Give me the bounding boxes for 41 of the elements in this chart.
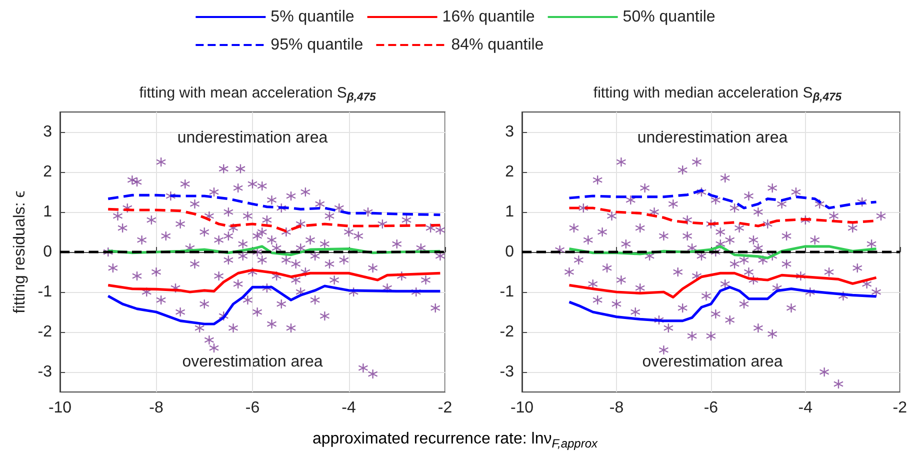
y-tick-label: -1	[38, 284, 52, 300]
y-tick-label: 3	[505, 124, 514, 140]
line-series	[568, 189, 878, 210]
y-tick-label: -2	[500, 324, 514, 340]
line-series	[106, 208, 442, 232]
annotation: overestimation area	[182, 354, 323, 370]
line-series	[106, 284, 442, 326]
x-tick-label: -6	[704, 400, 718, 416]
line-series	[106, 194, 442, 216]
legend-label: 95% quantile	[270, 36, 364, 54]
y-tick-label: 1	[505, 204, 514, 220]
y-tick-label: -3	[500, 364, 514, 380]
legend-label: 16% quantile	[442, 8, 535, 26]
x-tick-label: -10	[48, 400, 72, 416]
y-tick-label: 2	[505, 164, 514, 180]
x-tick-label: -6	[245, 400, 260, 416]
legend-label: 84% quantile	[451, 36, 544, 54]
line-series	[568, 272, 878, 298]
annotation: overestimation area	[642, 354, 783, 370]
y-tick-label: 3	[43, 124, 52, 140]
y-tick-label: 0	[505, 244, 514, 260]
x-tick-label: -10	[510, 400, 534, 416]
annotation: underestimation area	[637, 130, 788, 146]
x-tick-label: -2	[438, 400, 452, 416]
y-tick-label: -2	[38, 324, 52, 340]
line-series	[568, 286, 878, 322]
y-axis-title: fitting residuals: ϵ	[12, 190, 28, 314]
y-tick-label: -1	[500, 284, 514, 300]
x-tick-label: -2	[892, 400, 908, 416]
legend-label: 5% quantile	[270, 8, 354, 26]
x-tick-label: -4	[798, 400, 813, 416]
legend-label: 50% quantile	[622, 8, 716, 26]
x-tick-label: -8	[609, 400, 624, 416]
y-tick-label: 2	[43, 164, 52, 180]
x-tick-label: -8	[149, 400, 164, 416]
y-tick-label: -3	[38, 364, 52, 380]
y-tick-label: 1	[43, 204, 52, 220]
x-tick-label: -4	[342, 400, 356, 416]
annotation: underestimation area	[177, 130, 328, 146]
y-tick-label: 0	[43, 244, 52, 260]
line-series	[106, 268, 442, 294]
